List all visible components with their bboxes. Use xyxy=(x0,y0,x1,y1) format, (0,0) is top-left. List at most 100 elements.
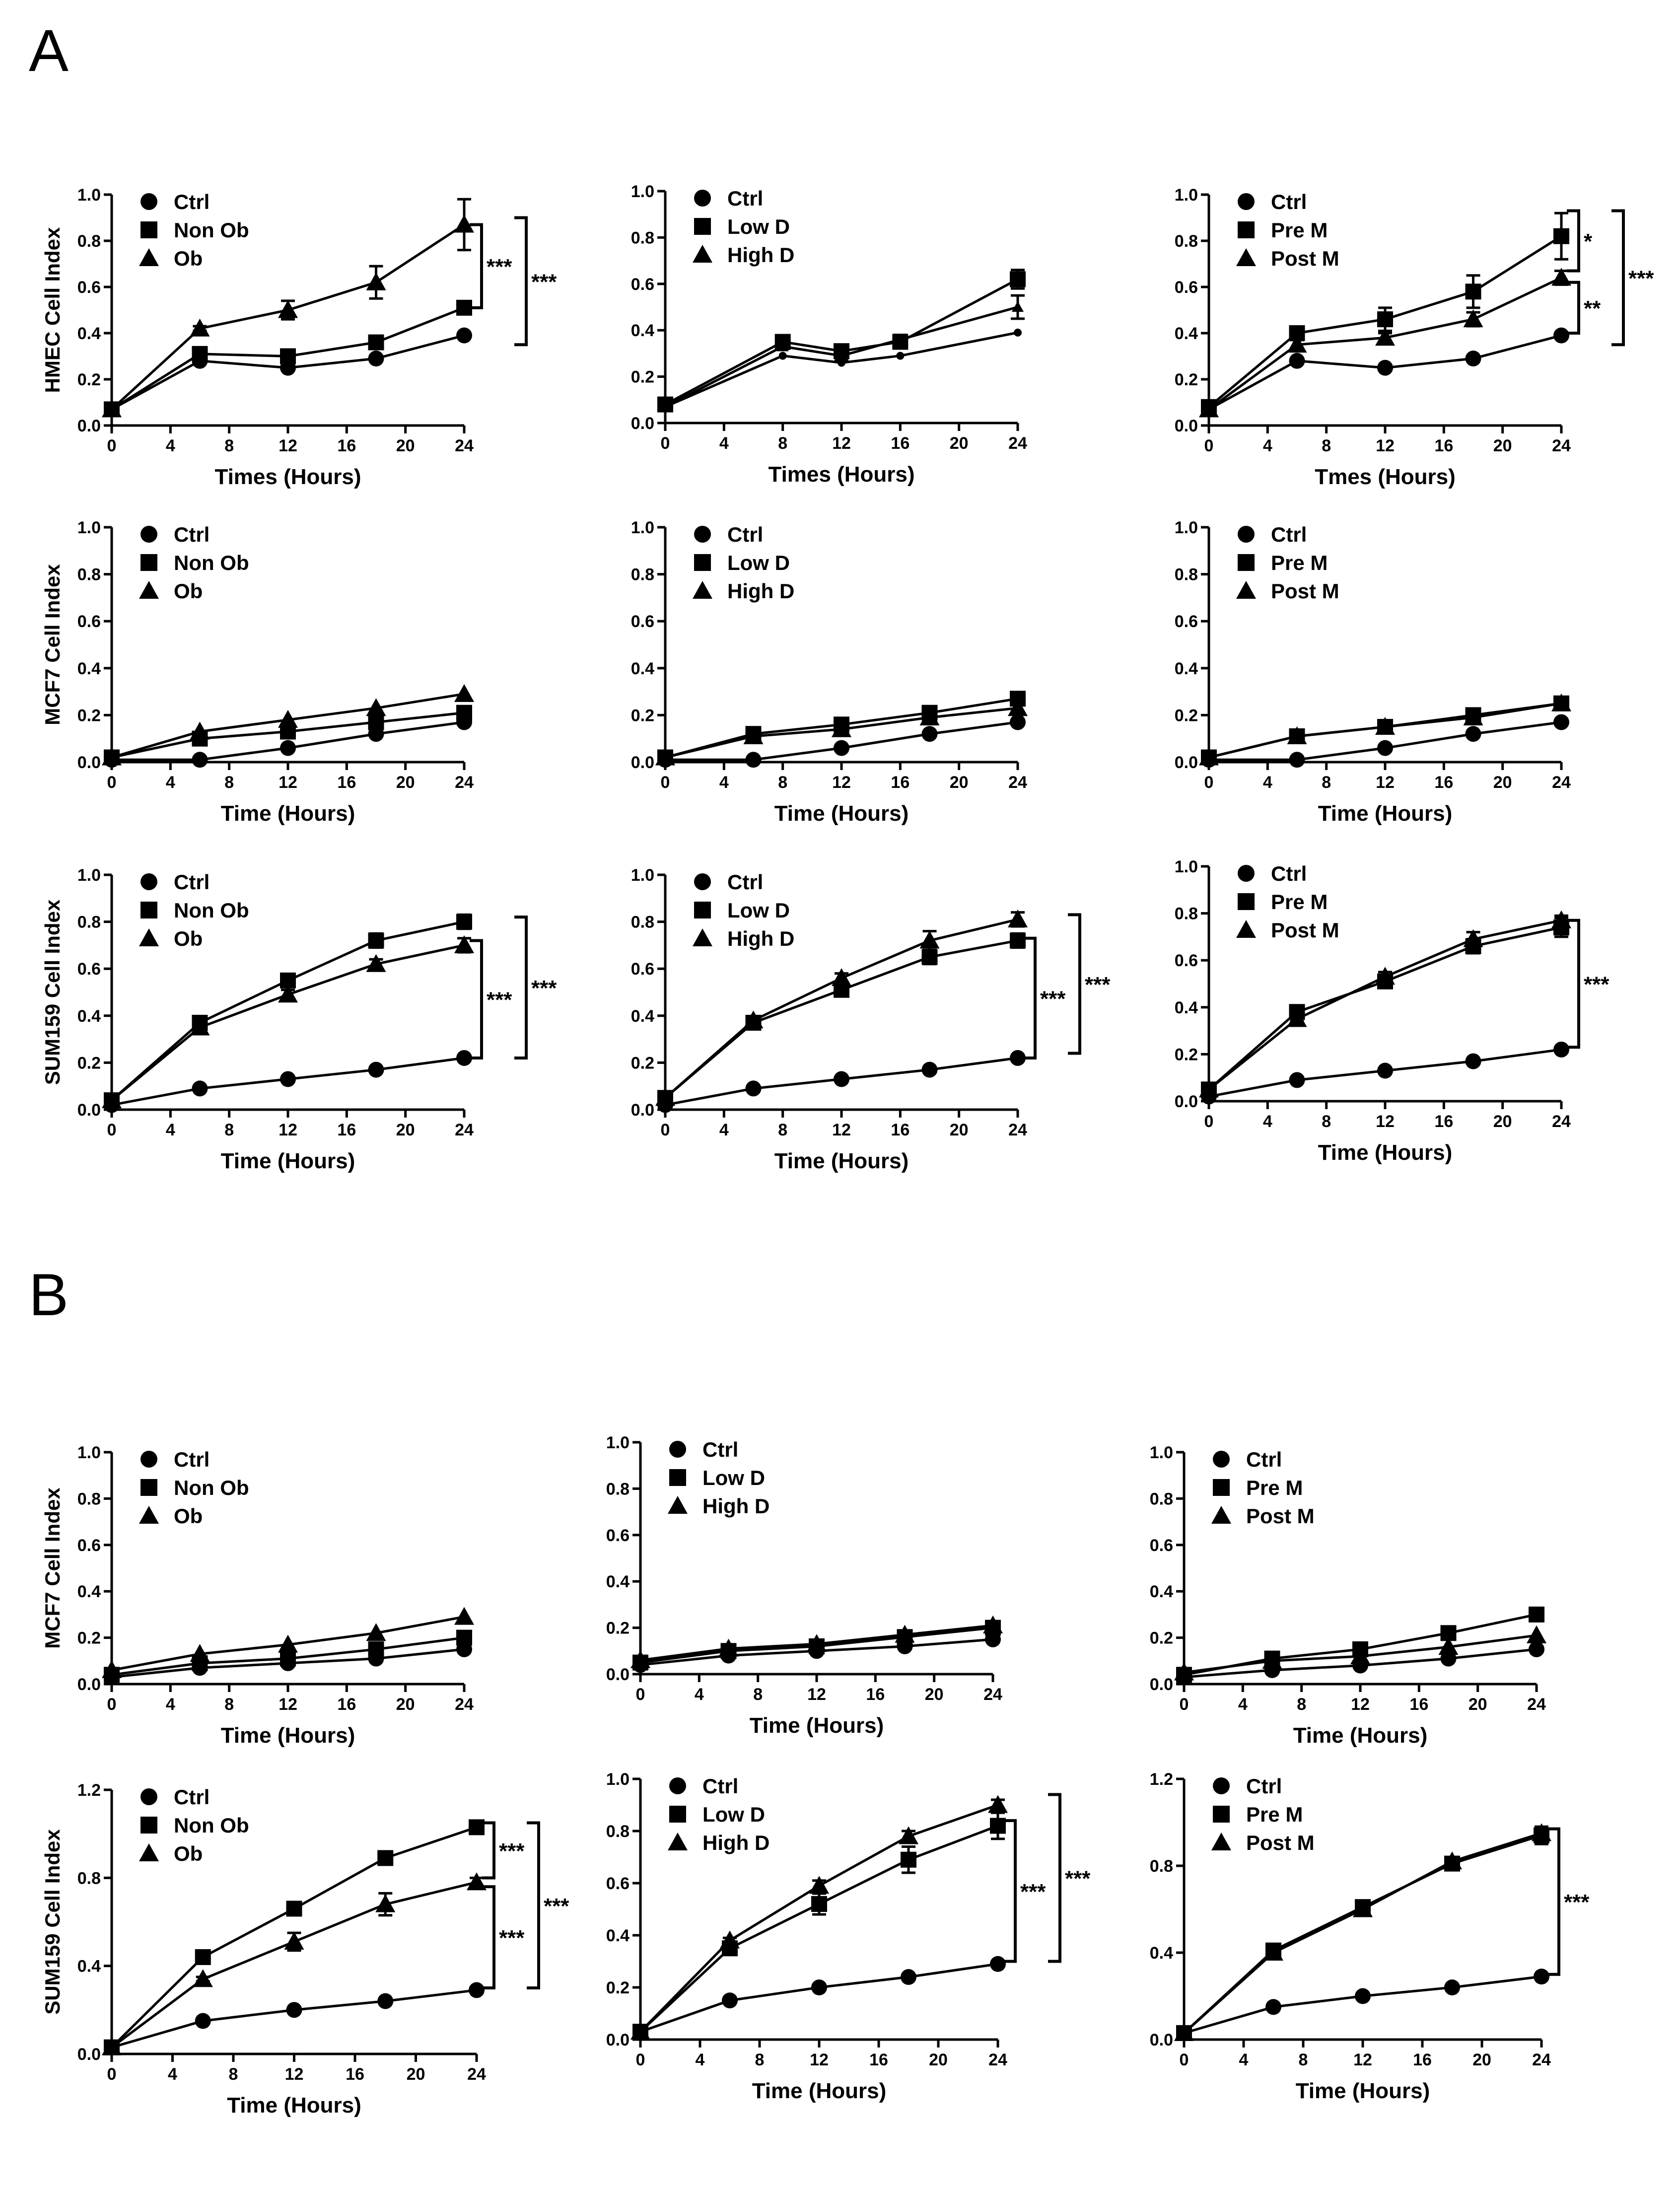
legend-label: High D xyxy=(727,243,794,267)
y-tick-label: 0.2 xyxy=(1175,370,1198,389)
legend-marker xyxy=(668,1496,688,1514)
x-tick-label: 16 xyxy=(1434,1112,1453,1131)
x-tick-label: 12 xyxy=(1376,1112,1395,1131)
y-tick-label: 0.4 xyxy=(77,1007,101,1026)
x-tick-label: 12 xyxy=(832,773,851,792)
data-point xyxy=(1463,929,1483,947)
series-post-m xyxy=(1199,693,1571,766)
legend-marker xyxy=(669,1469,686,1486)
bracket-line xyxy=(1611,209,1625,347)
data-point xyxy=(1529,1606,1544,1623)
y-tick-label: 0.8 xyxy=(1175,905,1198,923)
legend-marker xyxy=(1213,1806,1230,1823)
bracket-line xyxy=(1567,209,1580,273)
y-tick-label: 1.0 xyxy=(77,518,101,537)
legend-label: Ctrl xyxy=(727,523,763,546)
legend-label: Non Ob xyxy=(174,1814,249,1837)
y-tick-label: 0.6 xyxy=(606,1874,630,1893)
legend-label: Low D xyxy=(727,215,790,238)
legend-label: Ctrl xyxy=(174,1785,210,1809)
chart-B5: 0.0 0.2 0.4 0.6 0.8 1.0 0 4 8 12 16 20 24 Time (Hours… xyxy=(606,1770,1091,2103)
y-tick-label: 0.6 xyxy=(631,612,654,631)
data-point xyxy=(102,1660,122,1678)
series-line xyxy=(111,1988,477,2049)
legend-label: Pre M xyxy=(1271,218,1328,242)
y-tick-label: 0.2 xyxy=(77,1054,101,1072)
data-point xyxy=(901,1969,916,1985)
x-tick-label: 24 xyxy=(455,436,474,455)
x-tick-label: 0 xyxy=(1180,2050,1189,2069)
legend-label: Ctrl xyxy=(1246,1448,1282,1471)
data-point xyxy=(988,1795,1008,1813)
data-point xyxy=(377,1993,394,2009)
y-tick-label: 0.6 xyxy=(77,960,101,979)
data-point xyxy=(190,1017,210,1036)
data-point xyxy=(1377,311,1393,328)
data-point xyxy=(192,1080,208,1097)
significance-label: *** xyxy=(1085,973,1111,997)
chart-A3: 0.0 0.2 0.4 0.6 0.8 1.0 0 4 8 12 16 20 24 Tmes (Hours… xyxy=(1175,186,1655,489)
legend-label: Post M xyxy=(1271,247,1339,270)
series-post-m xyxy=(1199,910,1571,1098)
x-axis-title: Time (Hours) xyxy=(1318,1140,1453,1165)
data-point xyxy=(1287,726,1307,744)
series-ctrl xyxy=(657,1050,1026,1113)
x-tick-label: 4 xyxy=(696,2050,705,2069)
data-point xyxy=(1355,1988,1371,2004)
panel-label-b: B xyxy=(29,1262,69,1328)
legend-label: Pre M xyxy=(1271,890,1328,914)
data-point xyxy=(1465,351,1481,367)
x-tick-label: 4 xyxy=(1239,2050,1249,2069)
data-point xyxy=(1287,335,1307,353)
x-tick-label: 0 xyxy=(661,1121,670,1139)
significance-label: *** xyxy=(487,988,512,1012)
x-tick-label: 16 xyxy=(866,1685,885,1704)
data-point xyxy=(1551,268,1571,286)
data-point xyxy=(1551,910,1571,928)
data-point xyxy=(278,1634,298,1653)
significance-bracket: *** xyxy=(1611,209,1654,347)
y-tick-label: 0.0 xyxy=(1175,417,1198,435)
y-tick-label: 0.0 xyxy=(77,1101,101,1120)
data-point xyxy=(1463,309,1483,328)
y-tick-label: 0.4 xyxy=(77,324,101,343)
data-point xyxy=(630,1650,650,1668)
y-tick-label: 0.8 xyxy=(77,565,101,584)
significance-bracket: *** xyxy=(482,1821,525,1880)
significance-label: *** xyxy=(499,1926,525,1950)
significance-bracket: *** xyxy=(527,1821,569,1989)
y-tick-label: 1.0 xyxy=(1150,1443,1173,1462)
legend-label: Ob xyxy=(174,1842,203,1865)
data-point xyxy=(1289,353,1305,369)
y-tick-label: 0.6 xyxy=(1175,278,1198,297)
series-ob xyxy=(102,198,474,418)
y-tick-label: 1.2 xyxy=(1150,1770,1173,1789)
data-point xyxy=(745,1080,762,1097)
y-tick-label: 0.0 xyxy=(77,2045,101,2064)
x-tick-label: 8 xyxy=(1322,773,1331,792)
data-point xyxy=(1199,1079,1219,1098)
data-point xyxy=(192,346,208,362)
legend-marker xyxy=(669,1806,686,1823)
x-tick-label: 16 xyxy=(337,436,356,455)
significance-bracket: *** xyxy=(470,223,512,309)
significance-label: *** xyxy=(1065,1867,1091,1891)
chart-A9: 0.0 0.2 0.4 0.6 0.8 1.0 0 4 8 12 16 20 24 Time (Hours… xyxy=(1175,857,1610,1165)
y-tick-label: 0.4 xyxy=(631,321,654,340)
legend-marker xyxy=(140,1451,157,1468)
legend-marker xyxy=(140,221,157,238)
data-point xyxy=(832,719,851,737)
y-tick-label: 0.6 xyxy=(1175,951,1198,970)
data-point xyxy=(1438,1637,1459,1655)
legend-marker xyxy=(694,554,711,571)
data-point xyxy=(776,340,789,352)
legend-marker xyxy=(140,554,157,571)
x-tick-label: 12 xyxy=(279,1121,297,1139)
data-point xyxy=(1010,714,1026,730)
x-axis-title: Time (Hours) xyxy=(774,801,909,826)
data-point xyxy=(990,1956,1006,1972)
significance-bracket: *** xyxy=(514,216,557,347)
legend-label: Ctrl xyxy=(1271,523,1307,546)
legend-marker xyxy=(140,873,157,890)
x-tick-label: 8 xyxy=(1299,2050,1308,2069)
